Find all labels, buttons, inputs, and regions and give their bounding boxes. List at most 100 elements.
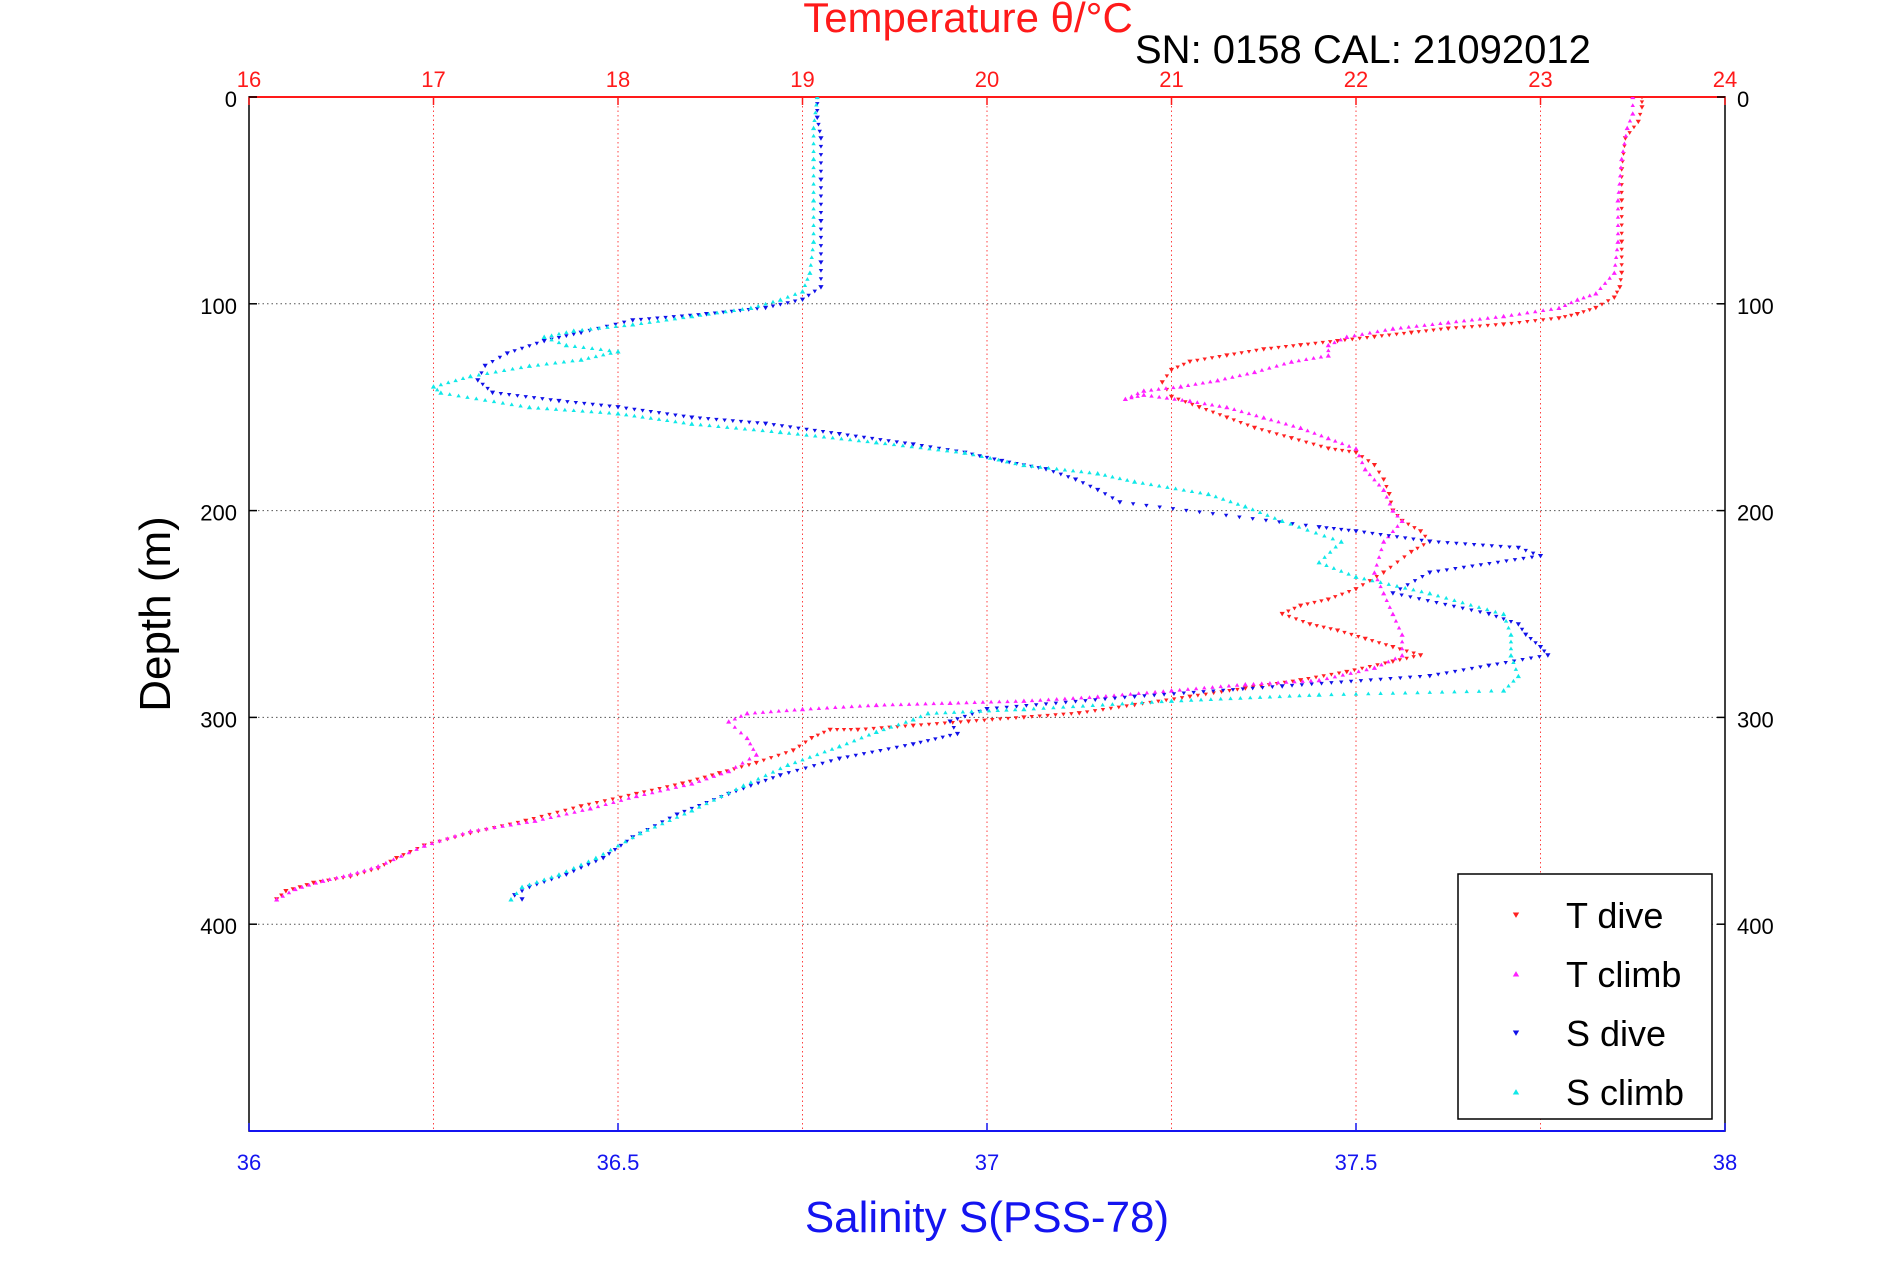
data-point <box>786 430 792 435</box>
data-point <box>1353 587 1359 592</box>
data-point <box>747 420 752 425</box>
data-point <box>1630 111 1636 116</box>
data-point <box>810 156 817 162</box>
data-point <box>1344 669 1350 675</box>
data-point <box>818 153 824 157</box>
top-tick-label: 17 <box>421 67 445 92</box>
data-point <box>1157 483 1162 488</box>
data-point <box>608 847 613 852</box>
data-point <box>861 435 867 440</box>
bottom-tick-label: 36 <box>237 1150 261 1175</box>
data-point <box>768 709 774 714</box>
data-point <box>485 386 490 391</box>
data-point <box>1029 715 1035 719</box>
data-point <box>601 851 606 856</box>
data-point <box>1338 337 1343 342</box>
data-point <box>375 863 381 869</box>
data-point <box>586 862 591 867</box>
data-point <box>1461 565 1467 570</box>
data-point <box>987 456 993 460</box>
data-point <box>1379 334 1385 339</box>
data-point <box>656 411 662 415</box>
data-point <box>1366 691 1371 696</box>
data-point <box>1120 692 1125 697</box>
data-point <box>992 457 997 462</box>
legend: T dive T climb S dive S climb <box>1457 873 1713 1120</box>
data-point <box>1254 348 1259 353</box>
data-point <box>1359 455 1365 459</box>
data-point <box>763 773 768 778</box>
data-point <box>1149 393 1154 398</box>
data-point <box>1520 658 1525 662</box>
data-point <box>1156 387 1161 391</box>
data-point <box>1209 356 1215 360</box>
data-point <box>1359 666 1365 671</box>
data-point <box>549 333 554 338</box>
data-point <box>770 299 776 304</box>
data-point <box>918 714 923 719</box>
data-point <box>401 853 406 857</box>
data-point <box>1298 678 1304 683</box>
data-point <box>1388 677 1393 681</box>
data-point <box>1122 396 1128 402</box>
data-point <box>873 702 879 708</box>
data-point <box>1279 518 1285 524</box>
data-point <box>579 327 585 332</box>
data-point <box>1630 97 1636 100</box>
data-point <box>1217 354 1222 359</box>
data-point <box>1013 699 1018 703</box>
data-point <box>320 878 326 883</box>
series-s-climb <box>430 97 1521 902</box>
data-point <box>881 727 886 732</box>
data-point <box>1374 562 1379 567</box>
data-point <box>811 764 817 768</box>
data-point <box>870 750 875 755</box>
data-points <box>274 97 1645 902</box>
data-point <box>818 144 824 149</box>
data-point <box>754 307 760 311</box>
data-point <box>1272 516 1278 520</box>
data-point <box>649 788 655 793</box>
data-point <box>1439 689 1445 694</box>
data-point <box>1021 698 1027 703</box>
data-point <box>1305 527 1310 532</box>
data-point <box>1513 667 1519 671</box>
data-point <box>810 239 817 244</box>
data-point <box>890 702 895 707</box>
data-point <box>1605 299 1611 304</box>
data-point <box>1259 367 1265 372</box>
data-point <box>479 371 484 376</box>
data-point <box>1356 453 1362 458</box>
data-point <box>519 346 525 351</box>
data-point <box>602 799 608 803</box>
data-point <box>1290 522 1295 526</box>
data-point <box>465 395 470 399</box>
data-point <box>777 773 783 778</box>
data-point <box>1093 698 1098 703</box>
data-point <box>539 814 544 819</box>
data-point <box>482 363 488 369</box>
data-point <box>1195 693 1201 698</box>
data-point <box>1312 600 1317 605</box>
data-point <box>347 872 354 877</box>
data-point <box>1179 698 1184 703</box>
data-point <box>1390 529 1396 534</box>
data-point <box>1132 479 1138 484</box>
data-point <box>437 838 442 843</box>
data-point <box>1291 344 1296 348</box>
data-point <box>556 335 562 340</box>
data-point <box>933 737 938 742</box>
data-point <box>1477 324 1483 329</box>
data-point <box>580 408 585 413</box>
data-point <box>803 740 808 745</box>
data-point <box>811 231 816 236</box>
data-point <box>1507 545 1512 550</box>
data-point <box>845 433 850 438</box>
data-point <box>593 354 599 359</box>
data-point <box>1397 658 1403 662</box>
data-point <box>873 729 879 734</box>
data-point <box>1135 394 1140 398</box>
series-s-dive <box>475 97 1551 902</box>
data-point <box>655 316 660 321</box>
data-point <box>1383 328 1388 332</box>
